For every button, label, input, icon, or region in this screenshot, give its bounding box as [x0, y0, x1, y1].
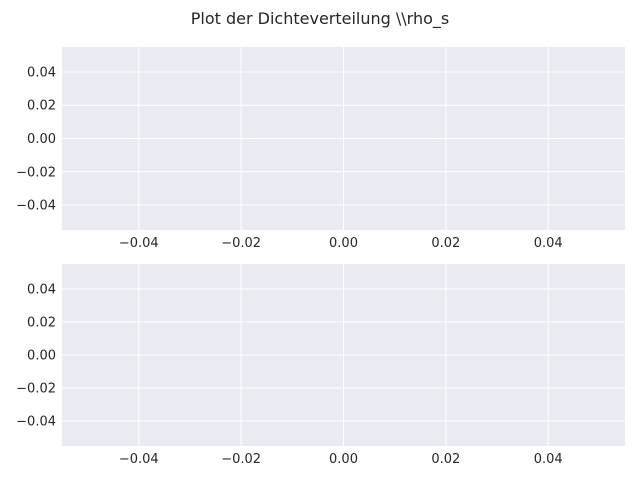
y-tick-label: −0.04	[16, 415, 56, 430]
y-tick-label: 0.00	[27, 132, 56, 147]
x-tick-label: 0.00	[329, 236, 358, 251]
y-tick-label: −0.02	[16, 382, 56, 397]
x-tick-label: −0.02	[221, 452, 261, 467]
y-tick-label: 0.00	[27, 349, 56, 364]
subplot-bottom: −0.04 −0.02 0.00 0.02 0.04 0.04 0.02 0.00 −0.02 −…	[16, 264, 625, 467]
x-tick-label: −0.04	[119, 236, 159, 251]
x-tick-label: 0.00	[329, 452, 358, 467]
y-tick-label: −0.02	[16, 165, 56, 180]
x-tick-label: 0.04	[534, 452, 563, 467]
x-tick-label: 0.02	[431, 452, 460, 467]
figure-title: Plot der Dichteverteilung \\rho_s	[191, 9, 450, 29]
y-tick-label: 0.02	[27, 315, 56, 330]
y-tick-label: −0.04	[16, 199, 56, 214]
x-tick-label: 0.04	[534, 236, 563, 251]
y-tick-label: 0.02	[27, 99, 56, 114]
y-tick-label: 0.04	[27, 282, 56, 297]
x-tick-label: −0.04	[119, 452, 159, 467]
x-tick-label: 0.02	[431, 236, 460, 251]
x-tick-label: −0.02	[221, 236, 261, 251]
subplot-top: −0.04 −0.02 0.00 0.02 0.04 0.04 0.02 0.00 −0.02 −…	[16, 47, 625, 251]
y-tick-label: 0.04	[27, 65, 56, 80]
